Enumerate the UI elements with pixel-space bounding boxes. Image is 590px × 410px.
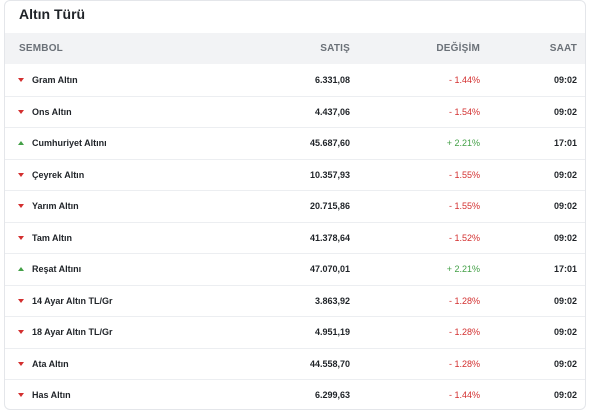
row-change: - 1.28% [448, 327, 480, 338]
row-change: - 1.44% [448, 390, 480, 401]
header-time[interactable]: SAAT [549, 43, 577, 54]
table-header: SEMBOL SATIŞ DEĞİŞİM SAAT [5, 33, 585, 64]
row-change: + 2.21% [446, 138, 480, 149]
table-row[interactable]: Çeyrek Altın 10.357,93 - 1.55% 09:02 [5, 158, 585, 191]
row-time: 17:01 [553, 138, 577, 149]
row-price: 4.437,06 [314, 106, 350, 117]
header-change[interactable]: DEĞİŞİM [436, 43, 480, 54]
row-change: - 1.54% [448, 106, 480, 117]
row-time: 09:02 [553, 327, 577, 338]
row-price: 6.331,08 [314, 74, 350, 85]
row-price: 45.687,60 [309, 138, 350, 149]
row-price: 4.951,19 [314, 327, 350, 338]
row-time: 09:02 [553, 106, 577, 117]
row-name[interactable]: 18 Ayar Altın TL/Gr [32, 327, 113, 338]
row-symbol: Ata Altın [5, 359, 215, 369]
row-change: - 1.28% [448, 295, 480, 306]
table-row[interactable]: Cumhuriyet Altını 45.687,60 + 2.21% 17:01 [5, 127, 585, 159]
table-row[interactable]: 14 Ayar Altın TL/Gr 3.863,92 - 1.28% 09:02 [5, 284, 585, 317]
row-name[interactable]: Çeyrek Altın [32, 169, 85, 180]
row-symbol: Tam Altın [5, 233, 215, 243]
table-row[interactable]: Reşat Altını 47.070,01 + 2.21% 17:01 [5, 253, 585, 285]
row-symbol: Yarım Altın [5, 201, 215, 211]
row-name[interactable]: Cumhuriyet Altını [32, 138, 107, 149]
arrow-down-icon [18, 235, 24, 240]
row-name[interactable]: Yarım Altın [32, 201, 79, 212]
row-time: 09:02 [553, 358, 577, 369]
row-time: 09:02 [553, 295, 577, 306]
arrow-down-icon [18, 330, 24, 335]
row-time: 09:02 [553, 390, 577, 401]
row-change: + 2.21% [446, 264, 480, 275]
row-name[interactable]: Ons Altın [32, 106, 72, 117]
row-symbol: Has Altın [5, 390, 215, 400]
row-time: 17:01 [553, 264, 577, 275]
row-change: - 1.52% [448, 232, 480, 243]
arrow-down-icon [18, 109, 24, 114]
row-price: 10.357,93 [309, 169, 350, 180]
row-name[interactable]: Reşat Altını [32, 264, 82, 275]
row-price: 20.715,86 [309, 201, 350, 212]
table-row[interactable]: 18 Ayar Altın TL/Gr 4.951,19 - 1.28% 09:02 [5, 316, 585, 348]
header-symbol[interactable]: SEMBOL [19, 43, 63, 54]
table-row[interactable]: Gram Altın 6.331,08 - 1.44% 09:02 [5, 64, 585, 96]
table-row[interactable]: Tam Altın 41.378,64 - 1.52% 09:02 [5, 221, 585, 254]
row-time: 09:02 [553, 169, 577, 180]
row-name[interactable]: 14 Ayar Altın TL/Gr [32, 295, 113, 306]
row-price: 44.558,70 [309, 358, 350, 369]
table-row[interactable]: Ons Altın 4.437,06 - 1.54% 09:02 [5, 95, 585, 128]
row-change: - 1.44% [448, 74, 480, 85]
table-row[interactable]: Yarım Altın 20.715,86 - 1.55% 09:02 [5, 190, 585, 222]
row-symbol: 18 Ayar Altın TL/Gr [5, 327, 215, 337]
arrow-down-icon [18, 393, 24, 398]
table-row[interactable]: Has Altın 6.299,63 - 1.44% 09:02 [5, 379, 585, 409]
header-price[interactable]: SATIŞ [320, 43, 350, 54]
table-body: Gram Altın 6.331,08 - 1.44% 09:02 Ons Altın 4… [5, 64, 585, 409]
row-symbol: 14 Ayar Altın TL/Gr [5, 296, 215, 306]
row-change: - 1.55% [448, 201, 480, 212]
row-name[interactable]: Gram Altın [32, 74, 78, 85]
row-symbol: Ons Altın [5, 107, 215, 117]
row-change: - 1.55% [448, 169, 480, 180]
row-price: 41.378,64 [309, 232, 350, 243]
arrow-down-icon [18, 77, 24, 82]
table-row[interactable]: Ata Altın 44.558,70 - 1.28% 09:02 [5, 347, 585, 380]
row-symbol: Reşat Altını [5, 264, 215, 274]
row-symbol: Çeyrek Altın [5, 170, 215, 180]
row-change: - 1.28% [448, 358, 480, 369]
row-time: 09:02 [553, 74, 577, 85]
arrow-down-icon [18, 361, 24, 366]
row-time: 09:02 [553, 201, 577, 212]
arrow-down-icon [18, 204, 24, 209]
row-price: 3.863,92 [314, 295, 350, 306]
panel-title: Altın Türü [19, 6, 86, 22]
row-name[interactable]: Has Altın [32, 390, 71, 401]
row-time: 09:02 [553, 232, 577, 243]
row-name[interactable]: Ata Altın [32, 358, 69, 369]
arrow-down-icon [18, 172, 24, 177]
row-price: 47.070,01 [309, 264, 350, 275]
row-symbol: Gram Altın [5, 75, 215, 85]
row-name[interactable]: Tam Altın [32, 232, 72, 243]
arrow-up-icon [18, 267, 24, 272]
gold-prices-panel: Altın Türü SEMBOL SATIŞ DEĞİŞİM SAAT Gra… [4, 0, 586, 410]
row-price: 6.299,63 [314, 390, 350, 401]
row-symbol: Cumhuriyet Altını [5, 138, 215, 148]
gold-prices-table: SEMBOL SATIŞ DEĞİŞİM SAAT Gram Altın 6.33… [5, 33, 585, 409]
arrow-down-icon [18, 298, 24, 303]
arrow-up-icon [18, 141, 24, 146]
